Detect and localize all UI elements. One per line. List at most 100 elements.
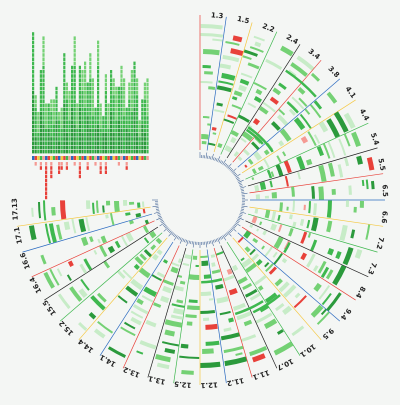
inner-tick [174, 235, 177, 240]
mini-bar-cell [63, 129, 65, 133]
mini-strip-cell [133, 156, 135, 160]
ring-segment [249, 346, 267, 356]
mini-bar-cell [97, 146, 99, 150]
ring-segment [230, 48, 243, 56]
mini-bar-cell [146, 141, 148, 145]
ring-segment [343, 247, 354, 265]
inner-tick [184, 239, 185, 242]
mini-bar-cell [63, 53, 65, 57]
ring-segment [367, 157, 375, 170]
ring-segment [195, 265, 198, 267]
mini-bar-cell [66, 108, 68, 112]
mini-bar-cell [68, 95, 70, 99]
mini-bar-cell [120, 87, 122, 91]
sector-label: 17.1 [13, 226, 24, 245]
mini-negative-cell [79, 162, 81, 166]
ring-segment [265, 59, 282, 70]
mini-bar-cell [107, 116, 109, 120]
mini-negative-cell [105, 170, 107, 174]
mini-bar-cell [55, 108, 57, 112]
inner-tick [231, 229, 233, 231]
mini-bar-cell [133, 78, 135, 82]
inner-tick [241, 192, 244, 193]
mini-bar-cell [79, 150, 81, 154]
ring-segment [263, 159, 269, 168]
mini-strip-cell [89, 156, 91, 160]
inner-tick [215, 158, 216, 161]
mini-bar-cell [40, 146, 42, 150]
mini-bar-cell [79, 95, 81, 99]
ring-segment [155, 354, 171, 362]
inner-tick [216, 158, 217, 161]
mini-bar-cell [48, 120, 50, 124]
mini-bar-cell [87, 120, 89, 124]
inner-tick [213, 240, 214, 243]
ring-segment [248, 62, 260, 69]
ring-segment [221, 332, 240, 340]
mini-bar-cell [87, 83, 89, 87]
mini-bar-cell [45, 146, 47, 150]
inner-tick [158, 216, 161, 217]
ring-segment [187, 321, 193, 325]
mini-bar-cell [40, 120, 42, 124]
mini-bar-cell [136, 120, 138, 124]
ring-segment [235, 352, 242, 356]
ring-segment [366, 180, 369, 190]
ring-segment [254, 185, 259, 192]
mini-bar-cell [97, 120, 99, 124]
mini-bar-cell [115, 133, 117, 137]
mini-bar-cell [42, 95, 44, 99]
inner-tick [156, 209, 159, 210]
mini-bar-cell [32, 49, 34, 53]
mini-bar-cell [89, 83, 91, 87]
mini-bar-cell [94, 112, 96, 116]
mini-bar-cell [48, 112, 50, 116]
ring-segment [142, 201, 144, 207]
mini-bar-cell [126, 129, 128, 133]
ring-segment [253, 118, 260, 125]
mini-bar-cell [146, 116, 148, 120]
mini-bar-cell [136, 87, 138, 91]
mini-bar-cell [115, 120, 117, 124]
inner-tick [154, 212, 160, 214]
sector-label: 1.3 [211, 11, 224, 20]
ring-segment [211, 254, 216, 258]
ring-segment [242, 283, 252, 290]
mini-bar-cell [42, 49, 44, 53]
mini-bar-cell [40, 133, 42, 137]
mini-bar-cell [81, 83, 83, 87]
mini-bar-cell [48, 146, 50, 150]
mini-bar-cell [68, 104, 70, 108]
mini-bar-cell [40, 99, 42, 103]
mini-bar-cell [120, 116, 122, 120]
mini-bar-cell [139, 150, 141, 154]
mini-bar-cell [71, 104, 73, 108]
sector-label: 10.1 [298, 342, 317, 359]
sector-label: 13.2 [122, 365, 141, 379]
mini-strip-cell [40, 156, 42, 160]
mini-bar-cell [113, 120, 115, 124]
mini-bar-cell [74, 120, 76, 124]
mini-bar-cell [37, 116, 39, 120]
mini-negative-cell [45, 166, 47, 170]
mini-bar-cell [118, 137, 120, 141]
inner-tick [219, 160, 220, 163]
mini-bar-cell [123, 112, 125, 116]
mini-bar-cell [131, 116, 133, 120]
mini-bar-cell [123, 129, 125, 133]
mini-bar-cell [87, 91, 89, 95]
ring-segment [255, 89, 262, 95]
mini-bar-cell [48, 108, 50, 112]
inner-tick [180, 238, 181, 241]
mini-bar-cell [133, 137, 135, 141]
mini-bar-cell [74, 112, 76, 116]
mini-bar-cell [110, 91, 112, 95]
inner-tick [173, 234, 175, 236]
mini-bar-cell [61, 108, 63, 112]
mini-bar-cell [105, 141, 107, 145]
mini-bar-cell [42, 87, 44, 91]
sector-label: 10.7 [276, 357, 295, 372]
mini-bar-cell [123, 83, 125, 87]
inner-tick [229, 167, 231, 169]
mini-bar-cell [89, 87, 91, 91]
